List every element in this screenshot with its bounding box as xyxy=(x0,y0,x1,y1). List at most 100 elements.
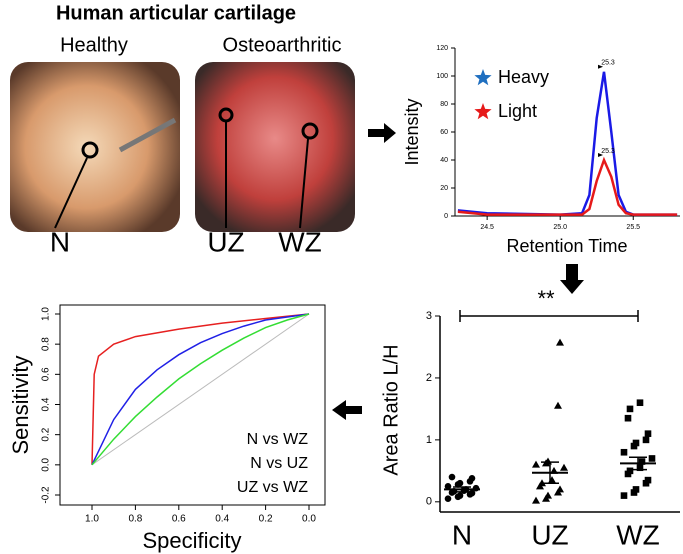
y-tick-label: 80 xyxy=(440,101,448,108)
peak-marker xyxy=(598,64,604,69)
point xyxy=(472,484,480,492)
figure-title: Human articular cartilage xyxy=(56,2,296,24)
point xyxy=(644,476,652,484)
y-tick-label: 2 xyxy=(426,372,432,384)
legend-label: Heavy xyxy=(498,67,549,87)
x-axis-title: Specificity xyxy=(142,528,241,553)
y-tick-label: -0.2 xyxy=(41,486,52,504)
y-axis-title: Sensitivity xyxy=(8,355,33,454)
zone-circle xyxy=(81,141,99,159)
point xyxy=(632,439,640,447)
y-tick-label: 0.2 xyxy=(41,427,52,441)
y-tick-label: 1 xyxy=(426,434,432,446)
x-tick-label: 1.0 xyxy=(85,514,99,525)
y-tick-label: 120 xyxy=(436,45,448,52)
photo-label: Osteoarthritic xyxy=(223,34,342,56)
y-tick-label: 1.0 xyxy=(41,307,52,321)
point xyxy=(444,483,452,490)
roc-frame xyxy=(59,304,326,506)
photo-osteoarthritic xyxy=(195,62,355,232)
x-tick-label: 0.8 xyxy=(128,514,142,525)
forceps xyxy=(118,117,177,153)
point xyxy=(632,486,640,493)
y-axis-title: Intensity xyxy=(402,98,422,165)
point xyxy=(548,476,556,484)
legend-label: N vs WZ xyxy=(247,431,309,448)
point xyxy=(556,485,564,493)
legend-label: Light xyxy=(498,101,537,121)
zone-label: WZ xyxy=(278,226,322,257)
arrow-left xyxy=(332,400,362,420)
y-axis-title: Area Ratio L/H xyxy=(380,344,402,475)
arrow-right xyxy=(368,123,396,143)
point xyxy=(620,448,628,456)
zone-circle xyxy=(218,107,234,123)
point xyxy=(626,405,634,413)
pointer xyxy=(54,157,88,229)
pointer xyxy=(299,138,309,229)
y-tick-label: 0.8 xyxy=(41,337,52,351)
line xyxy=(457,156,678,216)
peak-label: 25.3 xyxy=(601,60,615,67)
point xyxy=(636,399,644,407)
point xyxy=(644,430,652,437)
x-tick-label: 0.4 xyxy=(215,514,229,525)
point xyxy=(448,473,456,481)
y-tick-label: 60 xyxy=(440,129,448,136)
x-tick-label: 0.2 xyxy=(259,514,273,525)
peak-marker xyxy=(598,153,604,157)
point xyxy=(638,458,646,465)
zone-label: UZ xyxy=(207,226,244,257)
x-tick-label: 0.6 xyxy=(172,514,186,525)
y-tick-label: 0 xyxy=(426,496,432,508)
legend-label: N vs UZ xyxy=(250,455,308,472)
arrow-down xyxy=(560,264,584,294)
point xyxy=(444,495,452,503)
point xyxy=(620,492,628,499)
y-tick-label: 40 xyxy=(440,157,448,164)
point xyxy=(556,338,564,346)
point xyxy=(642,436,650,444)
x-tick-label: WZ xyxy=(616,519,660,550)
x-tick-label: UZ xyxy=(531,519,568,550)
point xyxy=(544,491,552,499)
y-tick-label: 0 xyxy=(444,213,448,220)
point xyxy=(554,401,562,409)
point xyxy=(636,464,644,472)
reference-line xyxy=(91,313,310,466)
x-tick-label: 24.5 xyxy=(480,224,494,231)
x-tick-label: 25.5 xyxy=(626,224,640,231)
point xyxy=(532,496,540,504)
point xyxy=(456,479,464,487)
roc-curve xyxy=(91,313,310,465)
y-tick-label: 0.0 xyxy=(41,457,52,471)
legend-label: UZ vs WZ xyxy=(237,479,308,496)
significance-label: ** xyxy=(537,286,555,311)
y-tick-label: 0.6 xyxy=(41,367,52,381)
point xyxy=(648,455,656,462)
point xyxy=(456,492,464,499)
photo-label: Healthy xyxy=(60,34,128,56)
zone-label: N xyxy=(50,226,70,257)
zone-circle xyxy=(301,122,319,140)
legend-marker xyxy=(474,103,492,120)
legend-marker xyxy=(474,69,492,86)
x-tick-label: N xyxy=(452,519,472,550)
y-tick-label: 0.4 xyxy=(41,397,52,411)
point xyxy=(532,460,540,468)
x-tick-label: 25.0 xyxy=(553,224,567,231)
y-tick-label: 3 xyxy=(426,310,432,322)
roc-curve xyxy=(91,313,310,466)
significance-bar xyxy=(459,310,639,322)
line xyxy=(457,71,678,216)
x-tick-label: 0.0 xyxy=(302,514,316,525)
peak-label: 25.3 xyxy=(601,148,615,155)
point xyxy=(626,467,634,475)
roc-curve xyxy=(91,313,310,466)
x-axis-title: Retention Time xyxy=(506,236,627,256)
point xyxy=(468,474,476,482)
point xyxy=(560,463,568,471)
y-tick-label: 100 xyxy=(436,73,448,80)
point xyxy=(624,414,632,422)
